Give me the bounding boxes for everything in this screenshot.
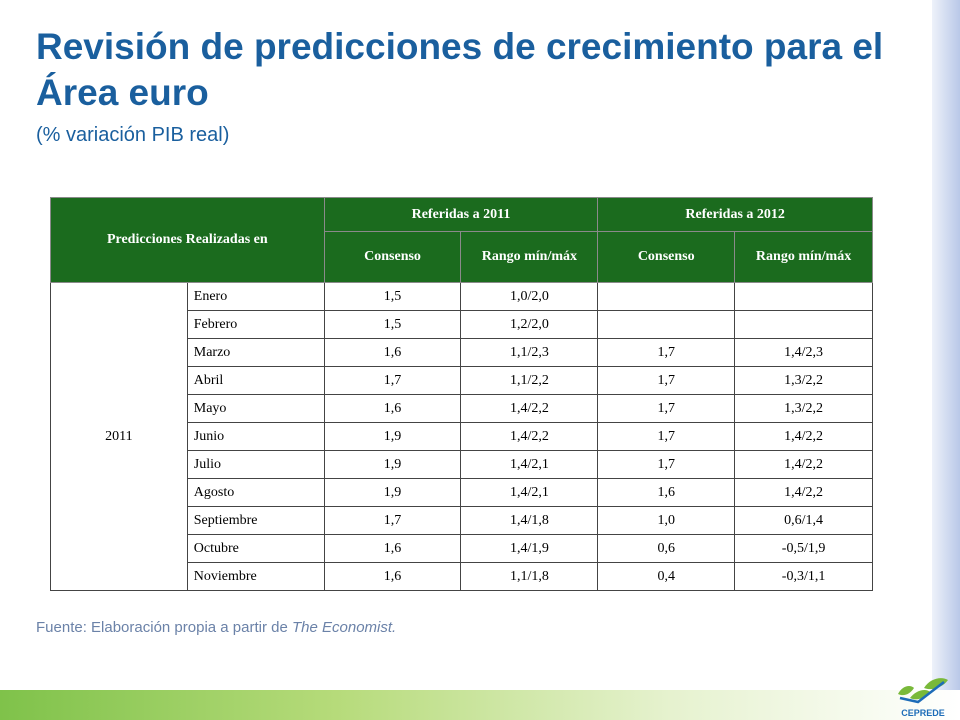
consenso-2011-cell: 1,5 xyxy=(323,310,462,339)
rango-2012-cell: 1,4/2,3 xyxy=(734,338,873,367)
month-cell: Enero xyxy=(186,282,325,311)
rango-2011-cell: 1,2/2,0 xyxy=(460,310,599,339)
table-row: Julio 1,9 1,4/2,1 1,7 1,4/2,2 xyxy=(51,450,873,479)
consenso-2011-cell: 1,5 xyxy=(323,282,462,311)
consenso-2011-cell: 1,7 xyxy=(323,366,462,395)
header-rango-2011: Rango mín/máx xyxy=(460,231,599,283)
table-body: 2011 Enero 1,5 1,0/2,0 Febrero 1,5 1,2/2,0 Marz… xyxy=(50,282,873,591)
header-ref-2012: Referidas a 2012 xyxy=(597,197,873,232)
rango-2012-cell: -0,5/1,9 xyxy=(734,534,873,563)
rango-2011-cell: 1,0/2,0 xyxy=(460,282,599,311)
source-note: Fuente: Elaboración propia a partir de T… xyxy=(36,619,396,636)
ceprede-logo: CEPREDE xyxy=(892,672,954,718)
consenso-2012-cell: 0,4 xyxy=(597,562,736,591)
month-cell: Junio xyxy=(186,422,325,451)
consenso-2011-cell: 1,7 xyxy=(323,506,462,535)
forecast-table: Predicciones Realizadas en Referidas a 2… xyxy=(50,197,873,591)
consenso-2012-cell: 1,6 xyxy=(597,478,736,507)
page-title: Revisión de predicciones de crecimiento … xyxy=(36,26,884,113)
month-cell: Marzo xyxy=(186,338,325,367)
table-row: Abril 1,7 1,1/2,2 1,7 1,3/2,2 xyxy=(51,366,873,395)
table-row: Marzo 1,6 1,1/2,3 1,7 1,4/2,3 xyxy=(51,338,873,367)
consenso-2012-cell: 1,7 xyxy=(597,338,736,367)
header-consenso-2011: Consenso xyxy=(323,231,462,283)
header-predicciones: Predicciones Realizadas en xyxy=(50,197,325,283)
month-cell: Octubre xyxy=(186,534,325,563)
logo-leaves-icon xyxy=(898,678,948,704)
rango-2012-cell: -0,3/1,1 xyxy=(734,562,873,591)
rango-2012-cell xyxy=(734,310,873,339)
header-ref-2011: Referidas a 2011 xyxy=(323,197,599,232)
rango-2011-cell: 1,1/1,8 xyxy=(460,562,599,591)
page-subtitle: (% variación PIB real) xyxy=(36,124,230,146)
rango-2011-cell: 1,4/2,2 xyxy=(460,422,599,451)
month-cell: Noviembre xyxy=(186,562,325,591)
consenso-2011-cell: 1,9 xyxy=(323,422,462,451)
rango-2011-cell: 1,4/2,2 xyxy=(460,394,599,423)
table-row: Noviembre 1,6 1,1/1,8 0,4 -0,3/1,1 xyxy=(51,562,873,591)
logo-text: CEPREDE xyxy=(901,708,945,718)
year-cell: 2011 xyxy=(50,282,188,591)
month-cell: Septiembre xyxy=(186,506,325,535)
table-row: Junio 1,9 1,4/2,2 1,7 1,4/2,2 xyxy=(51,422,873,451)
source-publication: The Economist. xyxy=(292,619,397,636)
month-cell: Agosto xyxy=(186,478,325,507)
header-rango-2012: Rango mín/máx xyxy=(734,231,873,283)
month-cell: Abril xyxy=(186,366,325,395)
rango-2012-cell: 1,4/2,2 xyxy=(734,422,873,451)
rango-2011-cell: 1,4/2,1 xyxy=(460,450,599,479)
source-prefix: Fuente: Elaboración propia a partir de xyxy=(36,619,292,636)
consenso-2012-cell xyxy=(597,282,736,311)
consenso-2012-cell xyxy=(597,310,736,339)
rango-2012-cell: 1,3/2,2 xyxy=(734,366,873,395)
header-consenso-2012: Consenso xyxy=(597,231,736,283)
consenso-2011-cell: 1,9 xyxy=(323,478,462,507)
consenso-2011-cell: 1,6 xyxy=(323,338,462,367)
consenso-2012-cell: 1,7 xyxy=(597,450,736,479)
rango-2012-cell: 1,4/2,2 xyxy=(734,450,873,479)
consenso-2011-cell: 1,9 xyxy=(323,450,462,479)
table-row: Octubre 1,6 1,4/1,9 0,6 -0,5/1,9 xyxy=(51,534,873,563)
rango-2012-cell: 0,6/1,4 xyxy=(734,506,873,535)
consenso-2012-cell: 1,7 xyxy=(597,422,736,451)
rango-2011-cell: 1,1/2,2 xyxy=(460,366,599,395)
consenso-2011-cell: 1,6 xyxy=(323,394,462,423)
month-cell: Mayo xyxy=(186,394,325,423)
consenso-2012-cell: 0,6 xyxy=(597,534,736,563)
month-cell: Febrero xyxy=(186,310,325,339)
bottom-decorative-bar xyxy=(0,690,960,720)
rango-2011-cell: 1,4/1,8 xyxy=(460,506,599,535)
consenso-2012-cell: 1,0 xyxy=(597,506,736,535)
rango-2011-cell: 1,1/2,3 xyxy=(460,338,599,367)
rango-2011-cell: 1,4/2,1 xyxy=(460,478,599,507)
consenso-2011-cell: 1,6 xyxy=(323,534,462,563)
rango-2012-cell xyxy=(734,282,873,311)
table-row: 2011 Enero 1,5 1,0/2,0 xyxy=(50,282,873,591)
rango-2012-cell: 1,4/2,2 xyxy=(734,478,873,507)
consenso-2011-cell: 1,6 xyxy=(323,562,462,591)
table-row: Febrero 1,5 1,2/2,0 xyxy=(51,310,873,339)
consenso-2012-cell: 1,7 xyxy=(597,366,736,395)
rango-2011-cell: 1,4/1,9 xyxy=(460,534,599,563)
right-decorative-bar xyxy=(932,0,960,720)
rango-2012-cell: 1,3/2,2 xyxy=(734,394,873,423)
consenso-2012-cell: 1,7 xyxy=(597,394,736,423)
month-cell: Julio xyxy=(186,450,325,479)
